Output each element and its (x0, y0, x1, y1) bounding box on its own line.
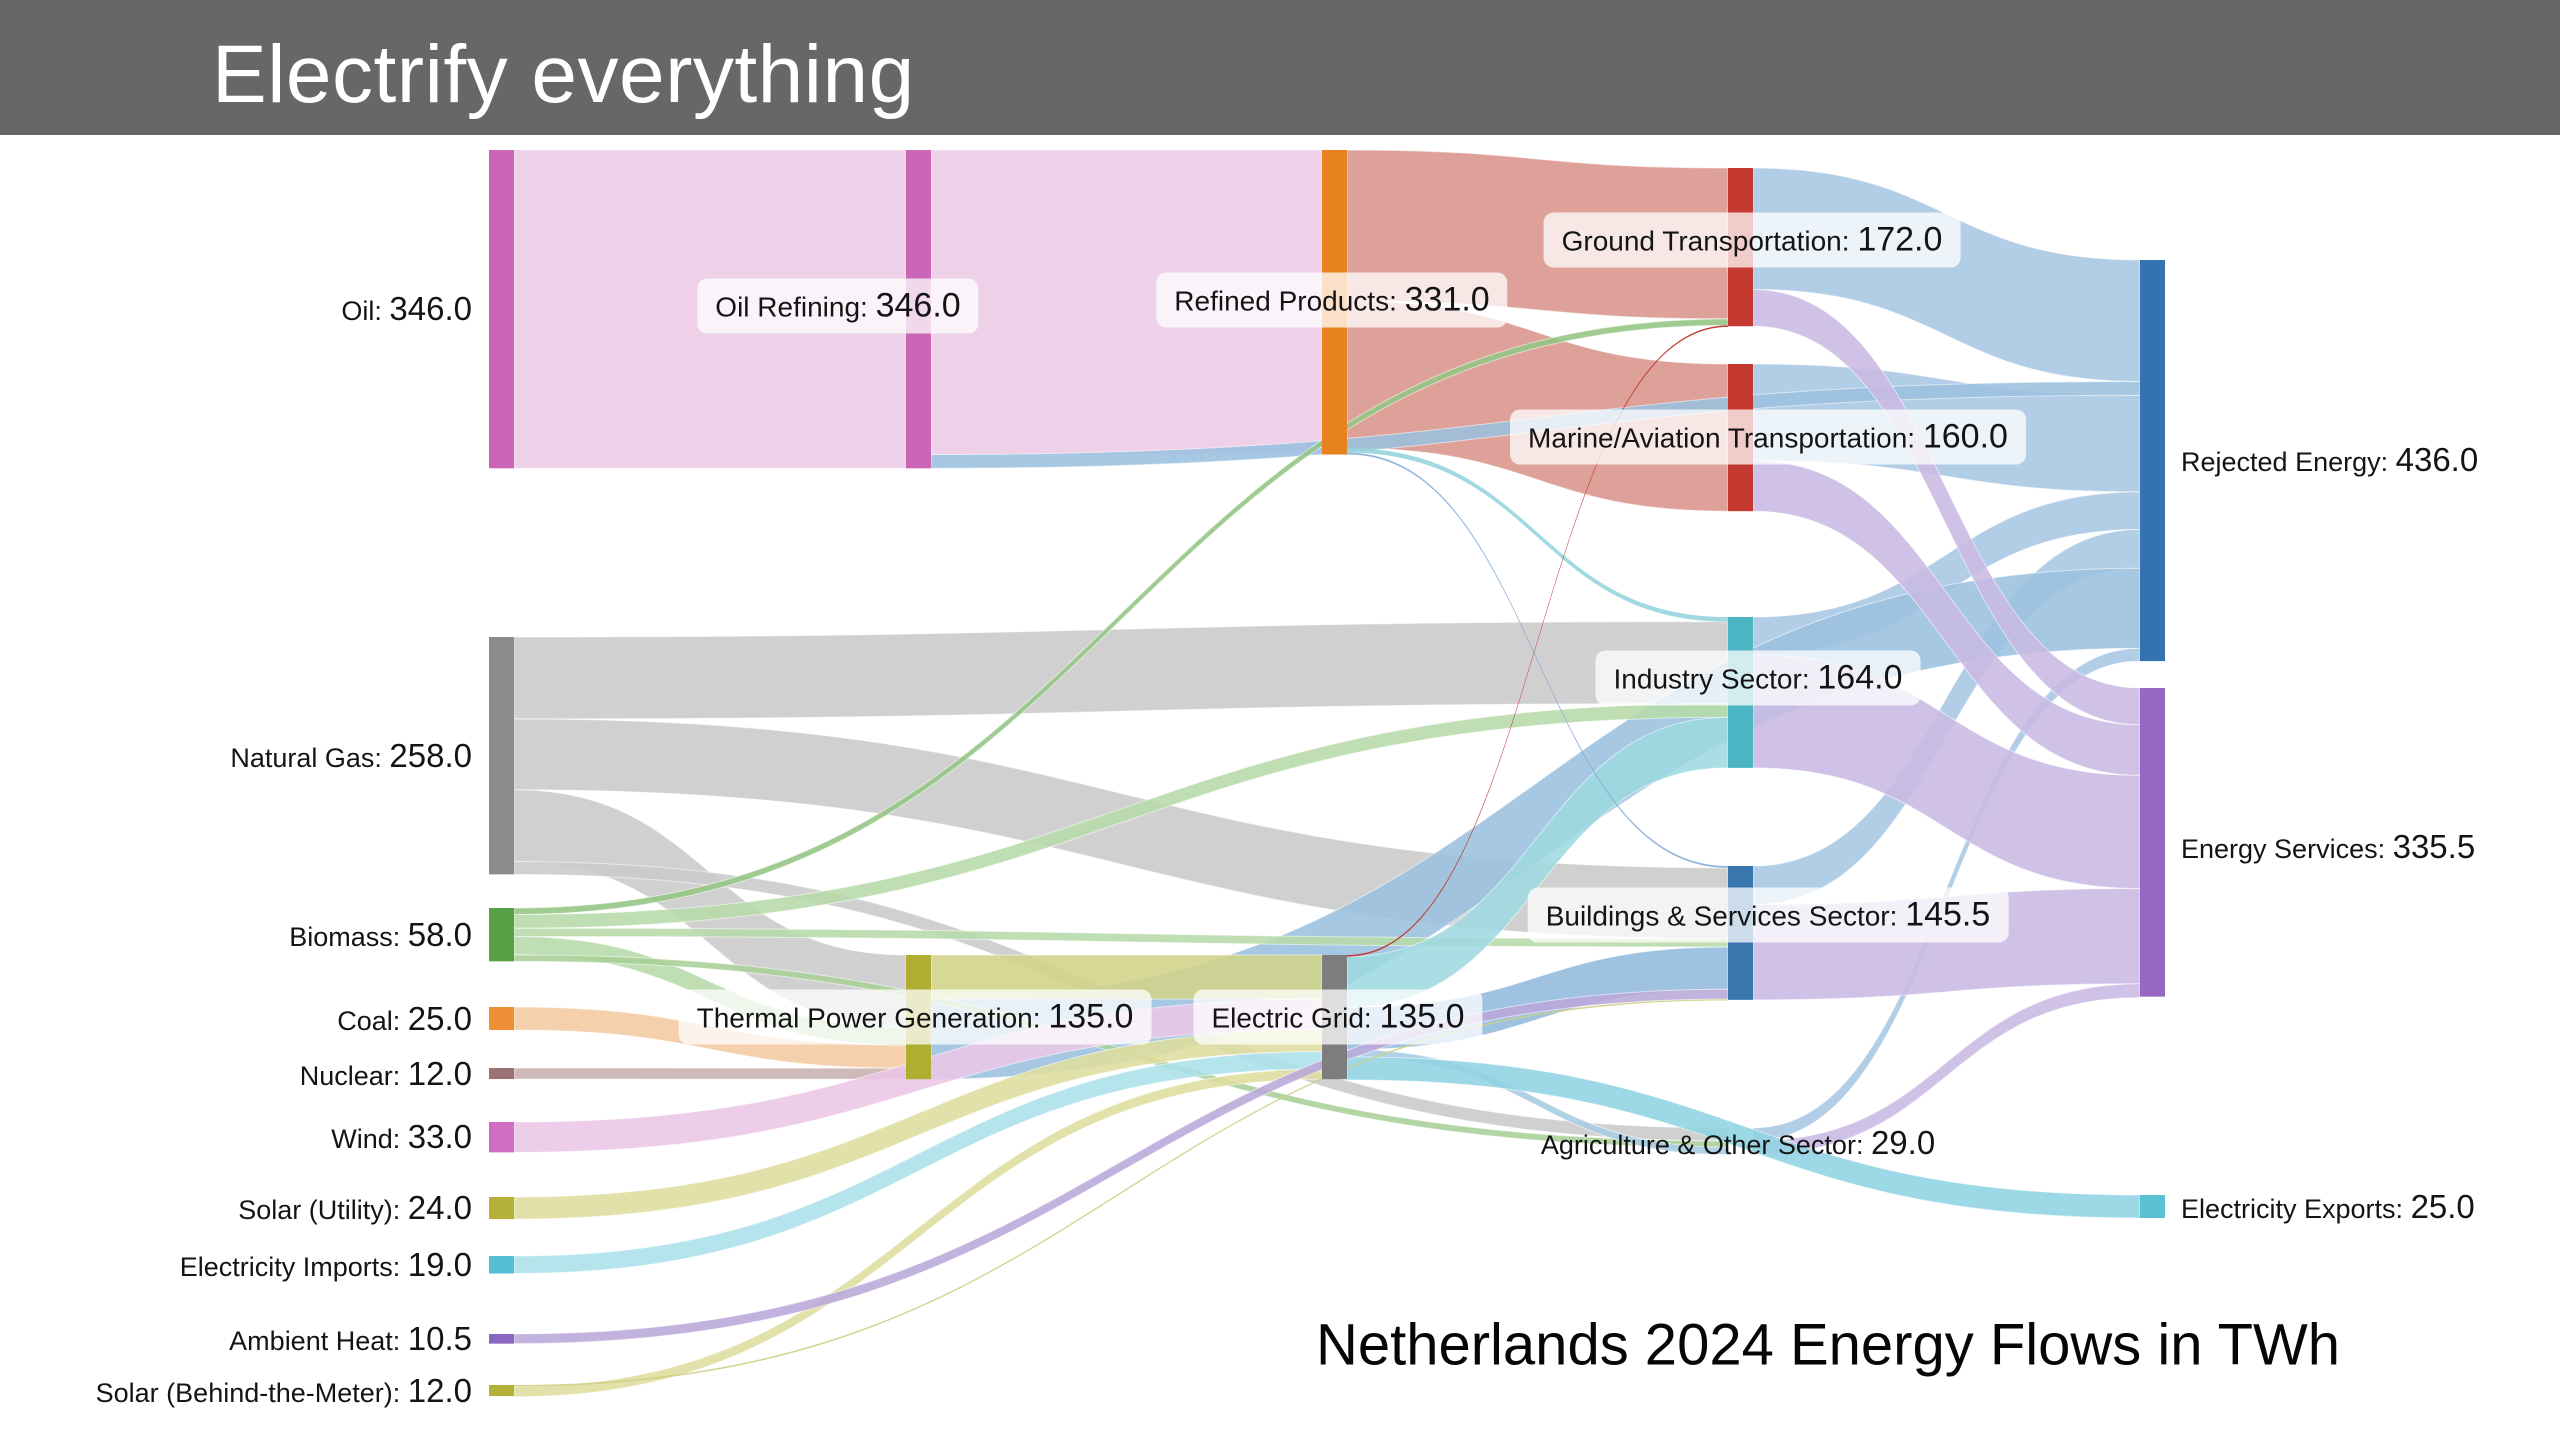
flow-ground_transport-to-rejected (1752, 167, 2141, 382)
flow-solar_btm-to-buildings (514, 998, 1728, 1387)
node-buildings (1728, 866, 1753, 1000)
node-services (2140, 688, 2165, 997)
node-wind (489, 1122, 514, 1153)
flow-refined_products-to-buildings (1347, 452, 1728, 868)
chart-caption: Netherlands 2024 Energy Flows in TWh (1315, 1312, 2341, 1378)
flow-oil-to-oil_refining (513, 149, 907, 469)
node-biomass (489, 908, 514, 962)
node-electricity_imports (489, 1256, 514, 1274)
flow-thermal_power-to-electric_grid (930, 954, 1323, 1000)
flow-electric_grid-to-exports (1346, 1056, 2141, 1219)
node-refined_products (1322, 150, 1347, 455)
node-oil_refining (906, 150, 931, 469)
flow-buildings-to-services (1752, 888, 2141, 1001)
node-nuclear (489, 1068, 514, 1080)
node-marine_aviation (1728, 364, 1753, 512)
node-solar_utility (489, 1197, 514, 1220)
node-coal (489, 1007, 514, 1030)
slide-title: Electrify everything (212, 28, 915, 120)
node-ground_transport (1728, 168, 1753, 327)
node-solar_btm (489, 1385, 514, 1397)
node-oil (489, 150, 514, 469)
flow-electric_grid-to-ground_transport (1347, 325, 1728, 957)
flow-nuclear-to-thermal_power (513, 1067, 907, 1080)
flow-refined_products-to-ground_transport (1346, 149, 1729, 320)
node-rejected (2140, 260, 2165, 662)
flow-agriculture-to-services (1752, 983, 2141, 1156)
flow-refined_products-to-industry (1347, 448, 1728, 622)
node-electric_grid (1322, 955, 1347, 1080)
node-ambient_heat (489, 1334, 514, 1344)
node-exports (2140, 1195, 2165, 1218)
node-thermal_power (906, 955, 931, 1080)
node-natural_gas (489, 637, 514, 875)
node-industry (1728, 617, 1753, 768)
flow-oil_refining-to-refined_products (930, 149, 1323, 456)
flow-natural_gas-to-industry (513, 621, 1729, 720)
title-bar: Electrify everything (0, 0, 2560, 135)
